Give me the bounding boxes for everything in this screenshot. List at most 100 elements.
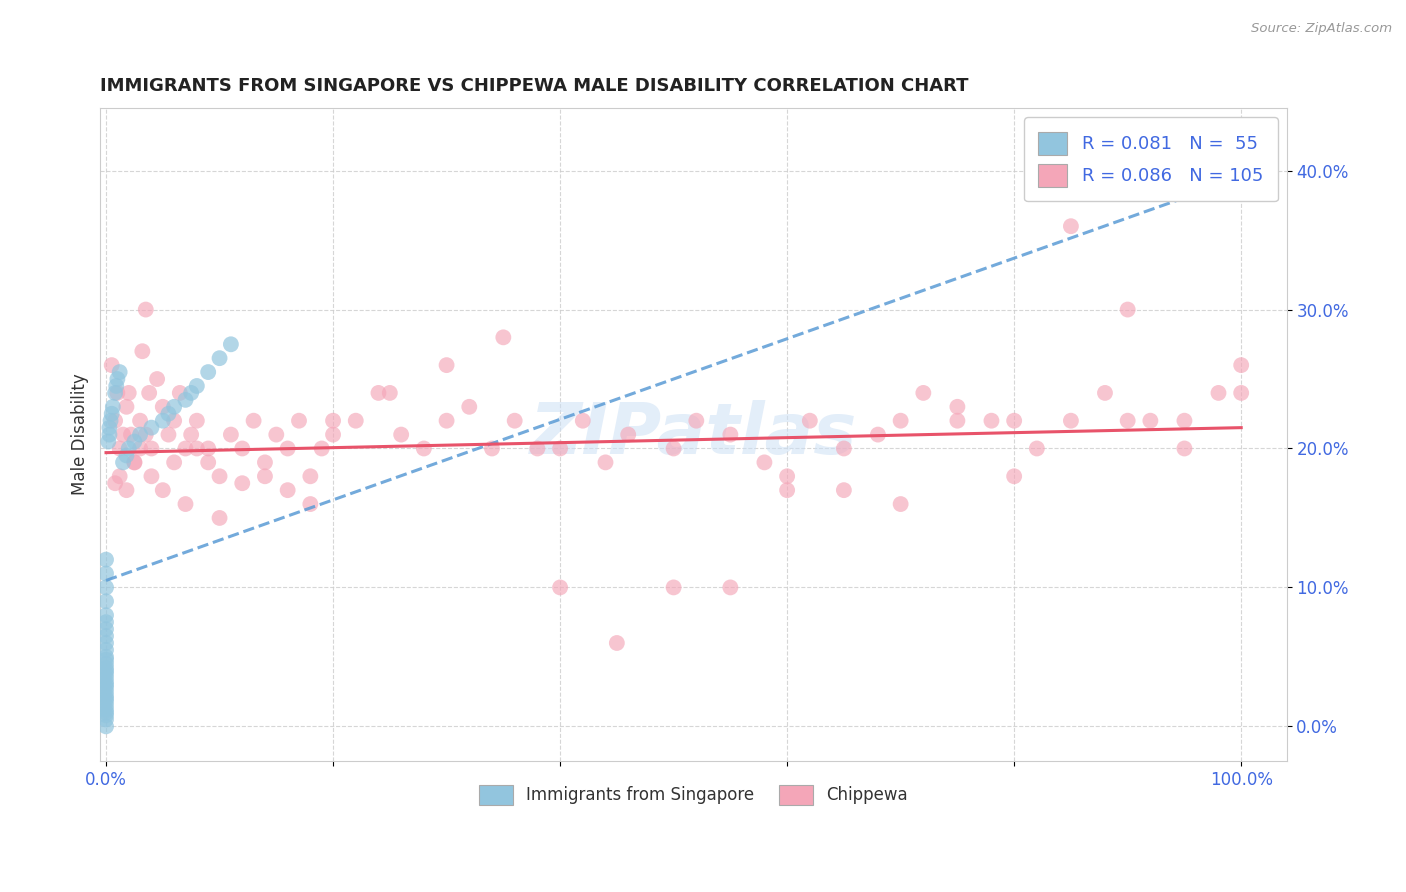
- Point: [94, 615, 117, 629]
- Point: [436, 414, 458, 428]
- Point: [94, 694, 117, 708]
- Point: [94, 684, 117, 698]
- Point: [163, 414, 186, 428]
- Point: [94, 708, 117, 723]
- Point: [980, 414, 1002, 428]
- Point: [1060, 414, 1083, 428]
- Point: [946, 400, 969, 414]
- Point: [299, 469, 322, 483]
- Point: [94, 581, 117, 595]
- Point: [1173, 414, 1195, 428]
- Point: [389, 427, 412, 442]
- Point: [832, 483, 855, 498]
- Point: [912, 385, 935, 400]
- Point: [776, 469, 799, 483]
- Point: [94, 689, 117, 703]
- Point: [242, 414, 264, 428]
- Point: [97, 434, 120, 449]
- Point: [1208, 385, 1230, 400]
- Point: [141, 469, 163, 483]
- Point: [94, 698, 117, 713]
- Point: [344, 414, 367, 428]
- Point: [94, 666, 117, 681]
- Point: [94, 719, 117, 733]
- Point: [152, 483, 174, 498]
- Point: [1116, 302, 1139, 317]
- Point: [662, 442, 685, 456]
- Point: [526, 442, 548, 456]
- Point: [208, 469, 231, 483]
- Point: [288, 414, 311, 428]
- Point: [481, 442, 503, 456]
- Point: [120, 427, 142, 442]
- Point: [94, 706, 117, 720]
- Point: [94, 664, 117, 678]
- Point: [94, 653, 117, 667]
- Point: [174, 442, 197, 456]
- Point: [146, 372, 169, 386]
- Point: [115, 483, 138, 498]
- Point: [163, 455, 186, 469]
- Point: [104, 476, 127, 491]
- Point: [104, 414, 127, 428]
- Point: [367, 385, 389, 400]
- Point: [266, 427, 288, 442]
- Point: [152, 414, 174, 428]
- Point: [685, 414, 707, 428]
- Point: [277, 483, 299, 498]
- Point: [105, 372, 128, 386]
- Point: [1173, 442, 1195, 456]
- Point: [157, 427, 180, 442]
- Point: [754, 455, 776, 469]
- Point: [118, 442, 141, 456]
- Point: [1094, 385, 1116, 400]
- Point: [718, 581, 741, 595]
- Point: [1060, 219, 1083, 234]
- Point: [94, 661, 117, 675]
- Point: [617, 427, 640, 442]
- Point: [141, 420, 163, 434]
- Point: [378, 385, 401, 400]
- Point: [157, 407, 180, 421]
- Point: [1139, 414, 1161, 428]
- Point: [606, 636, 628, 650]
- Point: [890, 414, 912, 428]
- Point: [572, 414, 595, 428]
- Point: [124, 434, 146, 449]
- Point: [94, 713, 117, 727]
- Point: [118, 385, 141, 400]
- Point: [208, 511, 231, 525]
- Point: [436, 358, 458, 372]
- Point: [412, 442, 434, 456]
- Point: [129, 442, 152, 456]
- Point: [1002, 469, 1025, 483]
- Point: [180, 427, 202, 442]
- Point: [94, 566, 117, 581]
- Point: [1230, 358, 1253, 372]
- Point: [718, 427, 741, 442]
- Point: [138, 385, 160, 400]
- Text: ZIPatlas: ZIPatlas: [530, 401, 858, 469]
- Point: [94, 643, 117, 657]
- Point: [104, 385, 127, 400]
- Point: [141, 442, 163, 456]
- Point: [548, 581, 571, 595]
- Point: [115, 400, 138, 414]
- Point: [108, 365, 131, 379]
- Point: [1230, 385, 1253, 400]
- Point: [94, 608, 117, 623]
- Point: [174, 392, 197, 407]
- Legend: Immigrants from Singapore, Chippewa: Immigrants from Singapore, Chippewa: [472, 778, 914, 812]
- Point: [253, 469, 276, 483]
- Point: [231, 442, 253, 456]
- Point: [108, 469, 131, 483]
- Point: [94, 703, 117, 717]
- Point: [832, 442, 855, 456]
- Y-axis label: Male Disability: Male Disability: [72, 374, 89, 495]
- Point: [105, 385, 128, 400]
- Point: [94, 681, 117, 695]
- Point: [112, 455, 135, 469]
- Point: [186, 379, 208, 393]
- Point: [100, 414, 122, 428]
- Point: [458, 400, 481, 414]
